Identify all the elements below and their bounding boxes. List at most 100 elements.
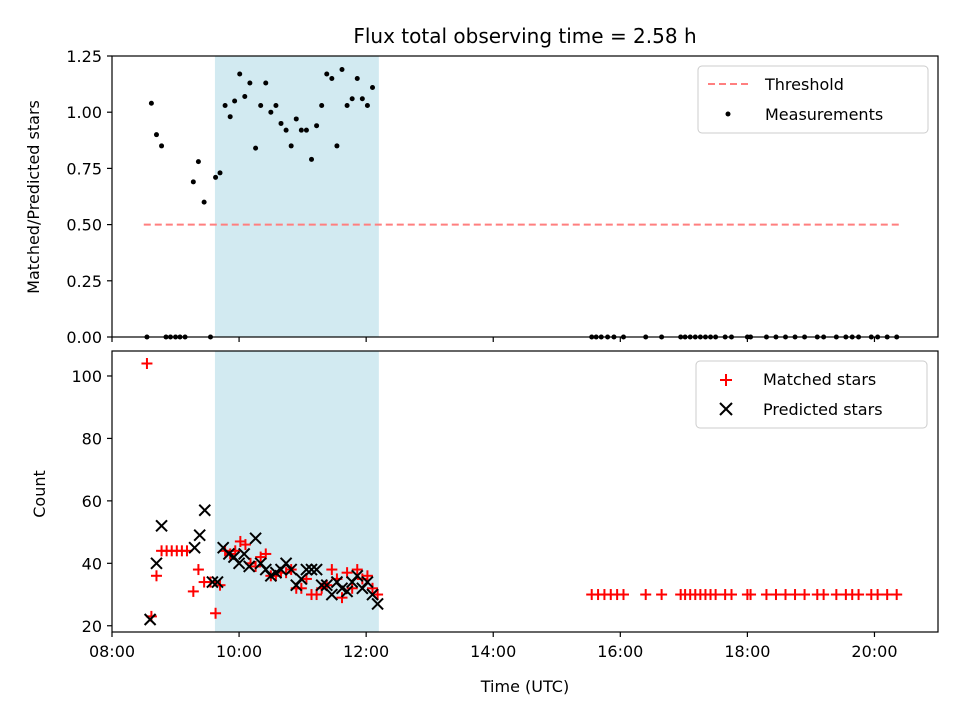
measurement-point (159, 143, 165, 149)
matched-star-point (141, 357, 153, 369)
measurement-point (278, 120, 284, 126)
matched-star-point (361, 570, 373, 582)
predicted-star-points (143, 504, 384, 626)
matched-star-point (210, 607, 222, 619)
top-y-tick-label: 0.25 (66, 272, 102, 291)
predicted-star-point (243, 560, 256, 573)
matched-star-point (881, 589, 893, 601)
x-tick-label: 10:00 (216, 642, 262, 661)
x-tick-label: 16:00 (597, 642, 643, 661)
measurement-point (263, 80, 269, 86)
matched-star-point (617, 589, 629, 601)
matched-star-point (640, 589, 652, 601)
x-tick-label: 20:00 (851, 642, 897, 661)
predicted-star-point (143, 613, 157, 626)
measurement-point (298, 127, 304, 133)
matched-star-point (351, 564, 363, 576)
legend-threshold-label: Threshold (764, 75, 844, 94)
measurement-point (247, 80, 253, 86)
top-legend-box (697, 65, 929, 134)
matched-star-point (250, 560, 262, 572)
predicted-star-point (188, 541, 201, 554)
measurement-point (201, 199, 207, 205)
predicted-star-point (371, 597, 384, 611)
top-legend: Threshold Measurements (697, 65, 929, 134)
top-y-axis-label: Matched/Predicted stars (24, 100, 43, 294)
predicted-star-point (295, 572, 308, 586)
measurement-point (242, 93, 248, 99)
matched-star-point (726, 589, 737, 601)
x-axis-label: Time (UTC) (480, 677, 569, 696)
matched-star-point (760, 589, 772, 601)
matched-star-point (239, 539, 251, 551)
matched-star-point (830, 589, 842, 601)
measurement-point (349, 96, 355, 102)
predicted-star-point (325, 588, 339, 601)
matched-star-point (745, 589, 757, 601)
bottom-y-ticks: 20 40 60 80 100 (71, 367, 112, 636)
top-y-ticks: 0.00 0.25 0.50 0.75 1.00 1.25 (66, 47, 112, 347)
measurement-point (309, 156, 315, 162)
measurement-point (237, 71, 243, 77)
x-tick-label: 18:00 (724, 642, 770, 661)
matched-star-point (780, 589, 792, 601)
measurement-point (303, 127, 309, 133)
measurement-point (195, 159, 201, 165)
matched-star-point (204, 576, 216, 588)
predicted-star-point (155, 519, 168, 533)
top-axes-frame (111, 55, 939, 338)
matched-star-point (367, 582, 379, 594)
matched-star-point (818, 589, 830, 601)
predicted-star-point (305, 563, 318, 576)
measurement-point (329, 75, 335, 81)
top-observing-window (214, 56, 379, 337)
top-y-tick-label: 0.75 (66, 159, 102, 178)
matched-star-point (710, 589, 722, 601)
measurement-point (258, 102, 264, 108)
measurement-point (232, 98, 238, 104)
measurement-point (253, 145, 259, 151)
measurement-point (148, 100, 154, 106)
measurement-point (344, 102, 350, 108)
measurement-point (227, 114, 233, 120)
measurement-point (314, 123, 320, 129)
predicted-star-point (206, 575, 219, 589)
measurement-point (370, 84, 376, 90)
matched-star-point (150, 570, 162, 582)
x-tick-label: 12:00 (343, 642, 389, 661)
predicted-star-point (361, 575, 374, 589)
measurement-point (359, 96, 365, 102)
matched-star-point (891, 589, 903, 601)
measurement-point (222, 102, 228, 108)
predicted-star-point (232, 557, 246, 570)
measurement-point (364, 102, 370, 108)
matched-star-point (372, 589, 384, 601)
measurement-point (293, 116, 299, 122)
measurement-points (144, 66, 900, 340)
measurement-point (339, 66, 345, 72)
predicted-star-point (249, 532, 262, 545)
x-tick-label: 08:00 (89, 642, 135, 661)
predicted-star-point (211, 575, 224, 589)
predicted-star-point (300, 563, 313, 576)
measurement-point (288, 143, 294, 149)
measurement-point (217, 170, 223, 176)
measurement-point (268, 109, 274, 115)
top-y-tick-label: 1.25 (66, 47, 102, 66)
matched-star-point (799, 589, 811, 601)
bottom-y-tick-label: 40 (82, 554, 102, 573)
measurement-point (213, 174, 219, 180)
measurement-point (190, 179, 196, 185)
measurement-point (324, 71, 330, 77)
measurement-point (319, 102, 325, 108)
measurement-point (283, 127, 289, 133)
matched-star-point (295, 582, 307, 594)
matched-star-point (853, 589, 865, 601)
bottom-axes-frame (111, 350, 939, 633)
bottom-legend-box (695, 360, 928, 429)
bottom-x-ticks: 08:00 10:00 12:00 14:00 16:00 18:00 20:00 (89, 632, 898, 661)
matched-star-point (770, 589, 782, 601)
legend-matched-swatch (720, 374, 732, 386)
top-y-tick-label: 0.50 (66, 216, 102, 235)
